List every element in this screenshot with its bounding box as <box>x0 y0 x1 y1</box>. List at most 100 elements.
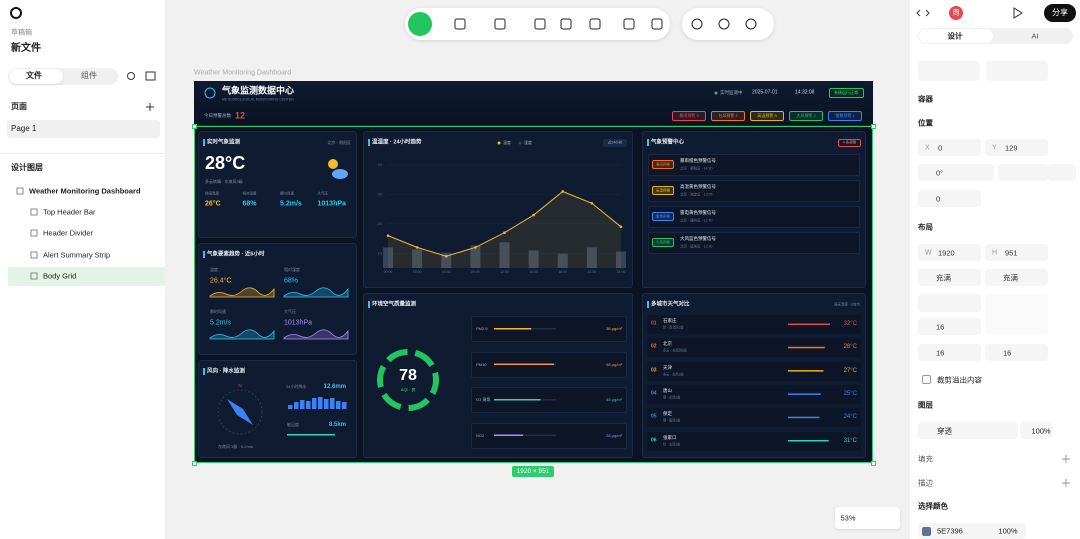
file-name[interactable]: 新文件 <box>11 43 41 54</box>
city-detail: 晴 · 北风3级 <box>663 441 681 446</box>
warning-detail: 北京 · 延庆区 · 12:30 <box>680 244 713 249</box>
blend-select[interactable] <box>918 422 1018 439</box>
flip-h[interactable] <box>998 164 1048 181</box>
city-bar <box>788 393 821 395</box>
warning-detail: 北京 · 通州区 · 12:40 <box>680 218 713 223</box>
page-item[interactable]: Page 1 <box>11 124 37 133</box>
height-field[interactable] <box>985 244 1048 261</box>
dash-button-text: 系统运行正常 <box>834 90 858 95</box>
warning-tag <box>652 160 674 169</box>
zoom-value[interactable]: 53% <box>840 513 856 523</box>
padding-field[interactable] <box>985 344 1048 361</box>
tab[interactable]: 设计 <box>947 31 963 41</box>
date: 2025-07-01 <box>752 89 778 96</box>
resize-handle[interactable] <box>870 460 876 466</box>
width-field[interactable] <box>918 244 981 261</box>
layer-item[interactable]: Alert Summary Strip <box>43 250 111 260</box>
resize-handle[interactable] <box>191 460 197 466</box>
section-heading: 描边 <box>918 478 933 488</box>
resize-handle[interactable] <box>870 123 876 129</box>
field-value[interactable]: 129 <box>1005 143 1018 153</box>
sparkline <box>283 287 349 298</box>
tab-active <box>919 29 993 43</box>
tool-icon <box>534 18 546 30</box>
bar <box>470 245 481 268</box>
field-value[interactable]: 16 <box>1003 348 1012 358</box>
city-rank: 03 <box>651 367 657 374</box>
page-row[interactable] <box>7 120 160 138</box>
radius-field[interactable] <box>918 190 981 207</box>
city-temp: 24°C <box>843 414 857 421</box>
field-label: H <box>992 249 998 257</box>
rain-bar <box>324 399 329 409</box>
field-value[interactable]: 0 <box>936 194 941 204</box>
section-heading: 填充 <box>918 454 933 464</box>
checkbox-label[interactable]: 裁剪溢出内容 <box>937 375 982 385</box>
x-field[interactable] <box>918 139 981 156</box>
field-value[interactable]: 0° <box>936 168 944 178</box>
code-icon <box>916 9 930 17</box>
field-value[interactable]: 951 <box>1005 248 1018 258</box>
city-bar <box>788 416 820 419</box>
point <box>415 246 419 249</box>
city-bar <box>788 323 830 325</box>
layer-item[interactable]: Body Grid <box>43 271 77 281</box>
alert-chip <box>672 111 706 121</box>
compass-north: N <box>238 382 242 388</box>
card-title: 气象预警中心 <box>651 139 685 146</box>
rain-bar <box>306 401 311 409</box>
gap-field[interactable] <box>918 318 981 335</box>
layer-item[interactable]: Weather Monitoring Dashboard <box>29 186 141 196</box>
resize-handle[interactable] <box>191 123 197 129</box>
element-label: 大气压 <box>284 309 296 314</box>
cities-note: 最高温度 · 6城市 <box>833 302 860 307</box>
cloud-icon <box>332 169 348 179</box>
field-value[interactable]: 16 <box>936 348 945 358</box>
section-heading: 位置 <box>918 118 933 128</box>
drafts-link[interactable]: 草稿箱 <box>11 29 32 37</box>
field-value[interactable]: 充满 <box>936 273 951 283</box>
element-label: 相对湿度 <box>284 267 300 272</box>
tab[interactable]: AI <box>1031 31 1039 41</box>
logo <box>10 7 22 19</box>
alert-chip-text: 雷暴预警 1 <box>835 113 855 118</box>
city-name: 张家口 <box>663 434 677 440</box>
rotation-field[interactable] <box>918 164 994 181</box>
air-track <box>494 434 556 436</box>
sizing-field[interactable] <box>918 269 981 286</box>
tab[interactable]: 文件 <box>26 71 42 80</box>
layer-item[interactable]: Top Header Bar <box>43 207 96 217</box>
field-value[interactable]: 充满 <box>1003 273 1018 283</box>
layer-item[interactable]: Header Divider <box>43 228 94 238</box>
align-group <box>986 61 1048 81</box>
rain-bar <box>312 398 317 409</box>
warning-item <box>648 154 860 176</box>
section-heading[interactable]: 设计图层 <box>11 163 43 172</box>
warning-tag-text: 暴雨预警 <box>656 161 670 166</box>
warning-item <box>648 180 860 202</box>
zoom-control[interactable] <box>835 507 900 529</box>
opacity-field[interactable] <box>1020 422 1052 439</box>
tool-active[interactable] <box>408 12 432 36</box>
share-button[interactable] <box>1044 4 1076 22</box>
flip-v[interactable] <box>1048 164 1076 181</box>
y-tick-label: 20 <box>378 221 383 226</box>
area <box>388 191 621 268</box>
checkbox[interactable] <box>922 375 931 384</box>
y-field[interactable] <box>985 139 1048 156</box>
color-row[interactable] <box>918 523 1026 539</box>
padding-field[interactable] <box>918 344 981 361</box>
field-value[interactable]: 16 <box>936 322 945 332</box>
city-row <box>647 384 861 404</box>
share-text[interactable]: 分享 <box>1052 8 1068 17</box>
tab[interactable]: 组件 <box>81 71 97 80</box>
sizing-field[interactable] <box>985 269 1048 286</box>
card-accent <box>203 139 205 146</box>
field-value[interactable]: 0 <box>938 143 943 153</box>
city-rank: 01 <box>651 320 657 327</box>
warning-title: 高温黄色预警信号 <box>680 183 716 189</box>
city-row <box>647 338 861 358</box>
field-value[interactable]: 1920 <box>938 248 955 258</box>
current-temp: 28°C <box>205 153 246 173</box>
